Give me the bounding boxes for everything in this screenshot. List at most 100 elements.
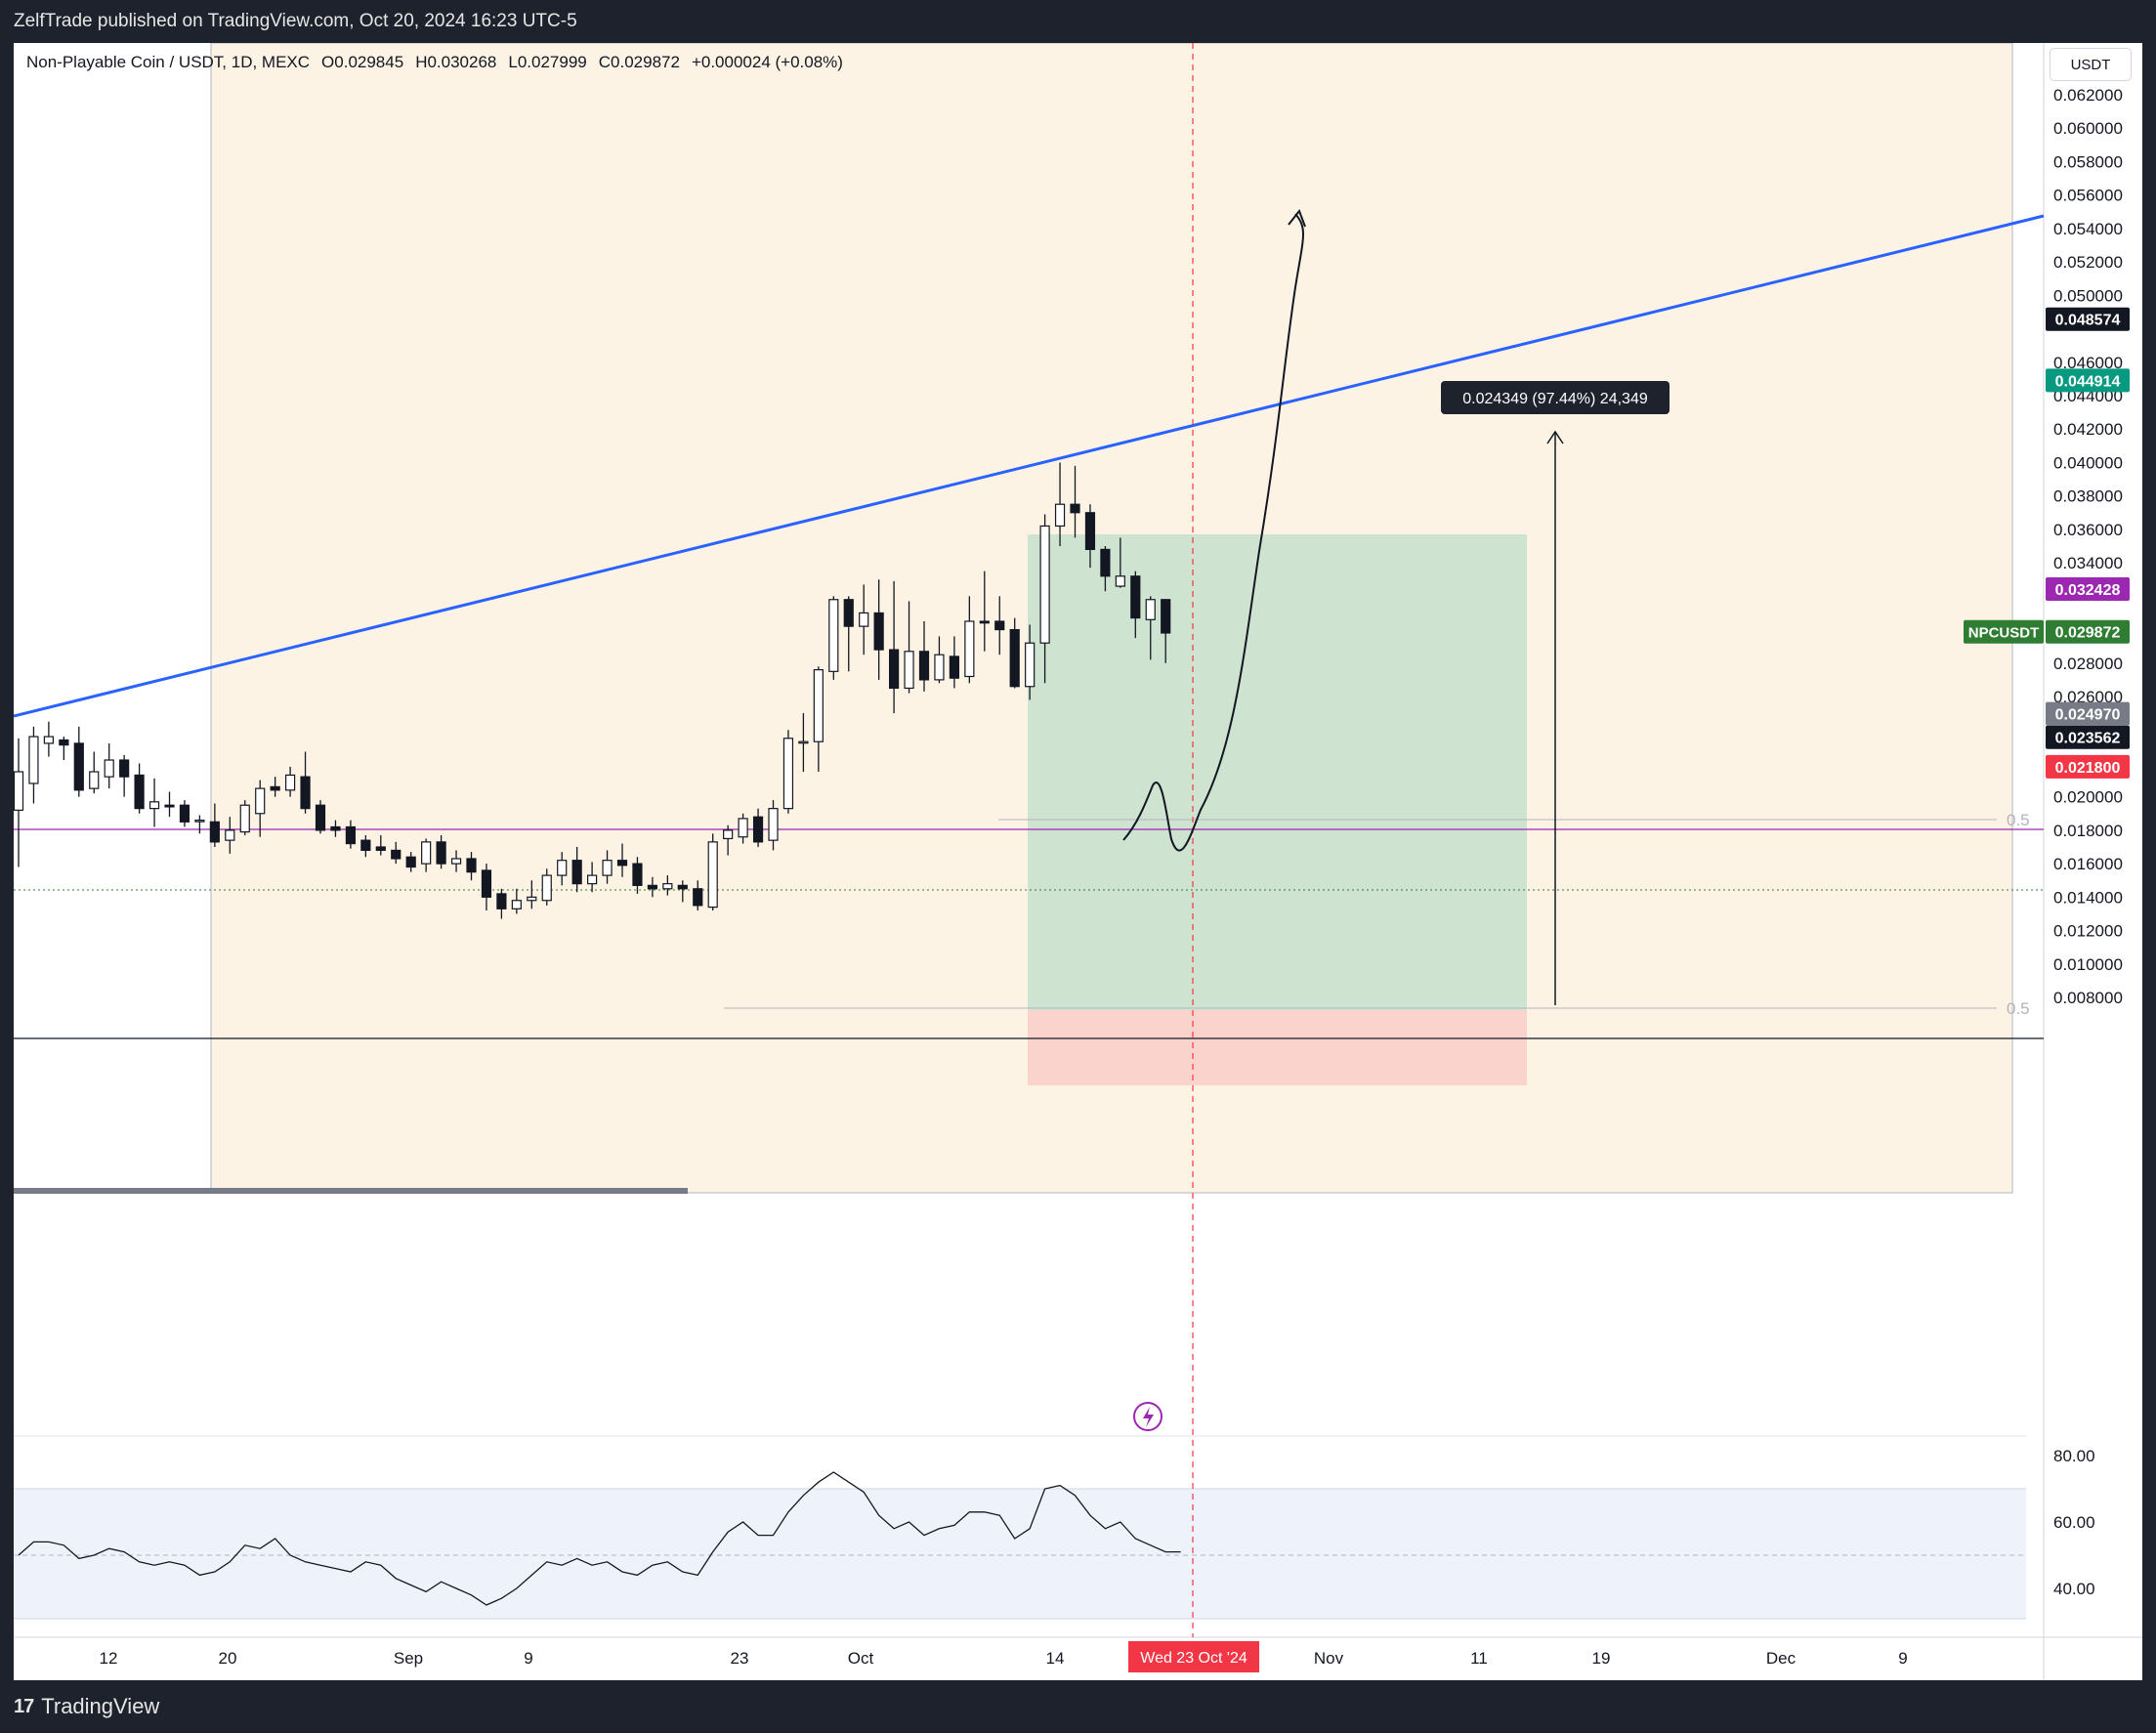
candle[interactable]: [527, 880, 537, 909]
rsi-tick-label: 40.00: [2053, 1580, 2095, 1598]
candle[interactable]: [1130, 571, 1141, 639]
candle[interactable]: [73, 726, 84, 797]
candle[interactable]: [496, 888, 507, 919]
rsi-line[interactable]: [18, 1471, 1181, 1606]
candle[interactable]: [315, 800, 326, 834]
candle[interactable]: [345, 820, 356, 849]
candle[interactable]: [43, 721, 54, 757]
lightning-icon[interactable]: [1133, 1402, 1163, 1431]
candle[interactable]: [904, 601, 914, 694]
candle[interactable]: [752, 808, 764, 847]
candle[interactable]: [300, 751, 311, 814]
price-tick-label: 0.054000: [2053, 220, 2123, 238]
time-tick-label: 14: [1046, 1649, 1065, 1668]
footer-brand[interactable]: TradingView: [41, 1694, 160, 1718]
candle[interactable]: [270, 777, 280, 797]
candle[interactable]: [693, 880, 703, 911]
candle[interactable]: [59, 737, 69, 761]
candle[interactable]: [360, 835, 371, 858]
candle[interactable]: [285, 766, 296, 797]
candle[interactable]: [934, 636, 945, 684]
tradingview-logo-icon[interactable]: 17: [14, 1695, 34, 1717]
candle[interactable]: [616, 843, 628, 877]
candle[interactable]: [768, 800, 779, 851]
candle[interactable]: [888, 580, 900, 714]
candle[interactable]: [1039, 514, 1050, 684]
candle[interactable]: [421, 838, 432, 872]
candle[interactable]: [828, 596, 839, 680]
candle[interactable]: [450, 850, 462, 872]
candle[interactable]: [1054, 462, 1066, 546]
price-badge: 0.023562: [2046, 725, 2130, 749]
candle[interactable]: [511, 888, 522, 914]
candle[interactable]: [28, 726, 39, 804]
chart-canvas[interactable]: 0.5 0.5 0.062000 0.060000 0.058000 0.056000…: [14, 43, 2142, 1680]
candle[interactable]: [119, 754, 130, 797]
candle[interactable]: [194, 815, 205, 834]
candle[interactable]: [391, 841, 402, 865]
candle[interactable]: [586, 862, 598, 893]
price-tick-label: 0.058000: [2053, 152, 2123, 171]
candle[interactable]: [964, 596, 975, 684]
candle[interactable]: [557, 852, 568, 886]
candle[interactable]: [813, 666, 824, 772]
currency-button[interactable]: USDT: [2050, 48, 2132, 81]
candle[interactable]: [798, 713, 809, 772]
candle[interactable]: [134, 763, 145, 814]
candle[interactable]: [647, 876, 658, 898]
symbol-legend[interactable]: Non-Playable Coin / USDT, 1D, MEXC O0.02…: [26, 53, 843, 72]
candle[interactable]: [481, 864, 492, 911]
candle[interactable]: [707, 833, 718, 911]
candle[interactable]: [979, 571, 990, 652]
candle[interactable]: [1115, 537, 1125, 588]
candle[interactable]: [375, 835, 386, 856]
candle[interactable]: [602, 850, 613, 884]
symbol-name[interactable]: Non-Playable Coin / USDT, 1D, MEXC: [26, 53, 311, 71]
candle[interactable]: [859, 584, 869, 655]
candle[interactable]: [330, 820, 341, 837]
candle[interactable]: [209, 803, 220, 847]
candle[interactable]: [148, 778, 160, 827]
candle[interactable]: [949, 636, 960, 689]
candle[interactable]: [1070, 465, 1080, 538]
candle[interactable]: [89, 751, 100, 794]
candle[interactable]: [662, 875, 673, 896]
candle[interactable]: [738, 813, 748, 844]
candle[interactable]: [677, 880, 688, 903]
chart-frame[interactable]: 0.5 0.5 0.062000 0.060000 0.058000 0.056000…: [14, 43, 2142, 1680]
candle[interactable]: [571, 847, 582, 893]
candle[interactable]: [239, 800, 250, 836]
candle[interactable]: [994, 596, 1005, 655]
long-position-target-zone[interactable]: [1028, 534, 1527, 1010]
candle[interactable]: [843, 596, 854, 672]
candle[interactable]: [1084, 504, 1096, 569]
candle[interactable]: [466, 852, 477, 881]
publish-info-text: ZelfTrade published on TradingView.com, …: [14, 11, 577, 31]
candle[interactable]: [782, 730, 794, 814]
price-tick-label: 0.018000: [2053, 822, 2123, 840]
candle[interactable]: [405, 852, 416, 872]
candle[interactable]: [1025, 624, 1036, 700]
candle[interactable]: [164, 791, 175, 818]
candle[interactable]: [14, 738, 24, 867]
candle[interactable]: [255, 780, 266, 837]
candle[interactable]: [1161, 599, 1171, 663]
candle[interactable]: [1100, 546, 1111, 592]
projection-path[interactable]: [1122, 213, 1304, 852]
trendline[interactable]: [14, 214, 2045, 718]
long-position-stop-zone[interactable]: [1028, 1010, 1527, 1085]
candle[interactable]: [179, 800, 190, 827]
candle[interactable]: [104, 742, 114, 789]
measure-label-box: [1441, 381, 1670, 414]
candle[interactable]: [632, 857, 643, 894]
candle[interactable]: [1009, 617, 1020, 689]
candle[interactable]: [918, 621, 930, 692]
candle[interactable]: [1145, 596, 1156, 660]
candle[interactable]: [436, 835, 446, 869]
candle[interactable]: [541, 868, 552, 906]
candle[interactable]: [873, 579, 884, 680]
svg-text:0.032428: 0.032428: [2055, 582, 2121, 599]
price-badge: 0.029872: [2046, 619, 2130, 644]
candle[interactable]: [723, 824, 734, 856]
candle[interactable]: [225, 817, 235, 854]
